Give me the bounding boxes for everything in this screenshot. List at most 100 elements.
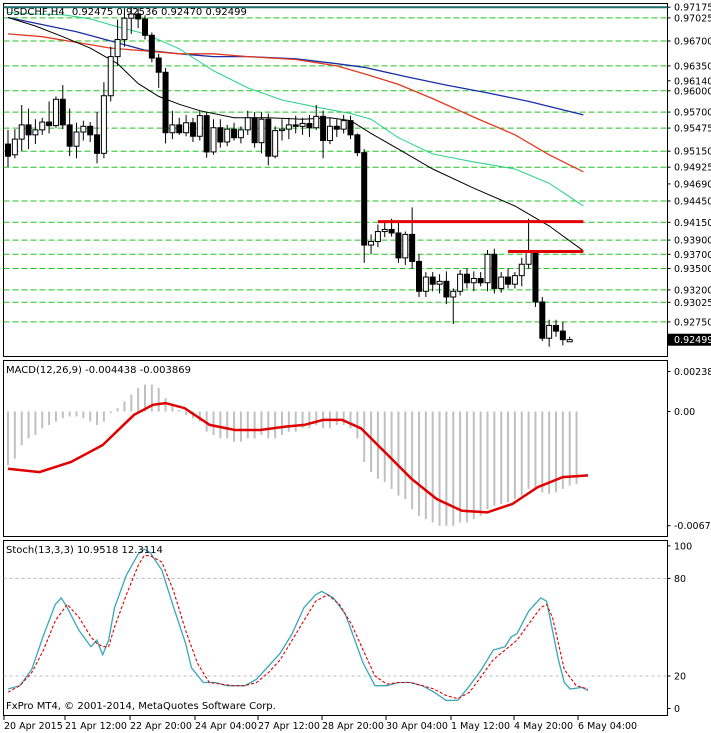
candle-body xyxy=(66,124,73,147)
price-label: 0.93025 xyxy=(674,298,711,309)
candle-body xyxy=(285,124,292,130)
macd-label: 0.00238 xyxy=(674,367,711,378)
candle xyxy=(128,6,135,34)
candle-body xyxy=(87,125,94,136)
candle-body xyxy=(224,128,231,143)
candle xyxy=(66,108,73,157)
candle-body xyxy=(436,280,443,285)
candle-body xyxy=(333,125,340,130)
candle-body xyxy=(313,115,320,129)
time-label: 4 May 20:00 xyxy=(514,721,573,732)
candle-body xyxy=(183,122,190,134)
price-level-lines xyxy=(3,17,668,323)
ma-slow-line xyxy=(7,33,584,173)
candle xyxy=(463,268,470,289)
candle xyxy=(94,112,101,164)
candle-body xyxy=(477,277,484,284)
candle-body xyxy=(484,253,491,284)
candle-body xyxy=(443,280,450,298)
time-label: 6 May 04:00 xyxy=(578,721,637,732)
stoch-label: 0 xyxy=(674,704,680,715)
candle-body xyxy=(546,324,553,339)
candle xyxy=(251,112,258,148)
candle-body xyxy=(553,324,559,332)
candle xyxy=(381,221,388,238)
candle-body xyxy=(39,121,46,131)
ma-mid-line xyxy=(7,11,584,207)
candle-body xyxy=(25,124,32,136)
candle xyxy=(135,8,142,29)
stoch-main-line xyxy=(7,548,589,702)
candle xyxy=(32,119,39,145)
candle-body xyxy=(347,120,354,136)
candle xyxy=(539,296,546,342)
stoch-lines xyxy=(7,548,589,702)
candle xyxy=(368,234,375,255)
candle-body xyxy=(532,250,539,303)
price-label: 0.94925 xyxy=(674,163,711,174)
price-label: 0.96140 xyxy=(674,76,711,87)
candle-body xyxy=(395,232,402,259)
stoch-label: 100 xyxy=(674,541,692,552)
candle-body xyxy=(272,130,279,157)
candle-body xyxy=(422,276,429,292)
macd-histogram xyxy=(7,384,578,526)
price-label: 0.96700 xyxy=(674,36,711,47)
candle xyxy=(231,122,238,141)
candle xyxy=(39,117,46,135)
candle-body xyxy=(470,277,477,284)
candle xyxy=(46,101,53,134)
candle xyxy=(470,271,477,292)
candle-body xyxy=(450,290,457,298)
candle xyxy=(374,224,381,248)
candle-body xyxy=(258,118,265,144)
price-label: 0.96350 xyxy=(674,61,711,72)
candle xyxy=(52,96,59,128)
candle xyxy=(416,254,422,297)
macd-label: 0.00 xyxy=(674,407,695,418)
candle xyxy=(422,272,429,297)
candle xyxy=(443,271,450,305)
candle-body xyxy=(100,95,107,154)
price-panel-frame xyxy=(3,3,668,357)
candle xyxy=(169,110,176,140)
candle-body xyxy=(498,276,505,289)
candle xyxy=(409,207,416,269)
candle xyxy=(114,19,121,66)
ohlc-values: 0.92475 0.92536 0.92470 0.92499 xyxy=(72,7,247,18)
time-label: 27 Apr 12:00 xyxy=(258,721,320,732)
time-label: 24 Apr 04:00 xyxy=(195,721,257,732)
candle xyxy=(73,122,80,159)
candle-body xyxy=(210,127,217,153)
candle-body xyxy=(402,233,409,259)
candle xyxy=(162,68,169,144)
macd-signal-line xyxy=(7,401,589,514)
candle-body xyxy=(176,124,183,134)
candle xyxy=(436,274,443,294)
macd-axis: 0.00238 0.00 -0.006789 xyxy=(667,367,711,532)
candle-body xyxy=(374,231,381,243)
candle xyxy=(176,117,183,135)
price-label: 0.97175 xyxy=(674,3,711,14)
price-label: 0.95700 xyxy=(674,108,711,119)
candle xyxy=(142,15,148,40)
candle-body xyxy=(59,98,66,126)
candle xyxy=(183,114,190,137)
candle-body xyxy=(518,263,525,277)
candle xyxy=(107,46,114,102)
candle xyxy=(429,272,436,292)
candle xyxy=(196,110,203,141)
candle-body xyxy=(320,115,327,142)
candle-body xyxy=(457,273,464,292)
candle xyxy=(279,119,285,141)
candle xyxy=(532,250,539,307)
candle-body xyxy=(121,17,128,41)
macd-signal xyxy=(7,401,589,514)
candle xyxy=(518,257,525,287)
candle-body xyxy=(169,124,176,134)
candle-body xyxy=(73,131,80,147)
time-label: 20 Apr 2015 xyxy=(4,721,63,732)
candle-body xyxy=(463,273,470,284)
candle xyxy=(299,117,306,135)
time-axis: 20 Apr 2015 21 Apr 12:00 22 Apr 20:00 24 Ap… xyxy=(3,716,637,732)
